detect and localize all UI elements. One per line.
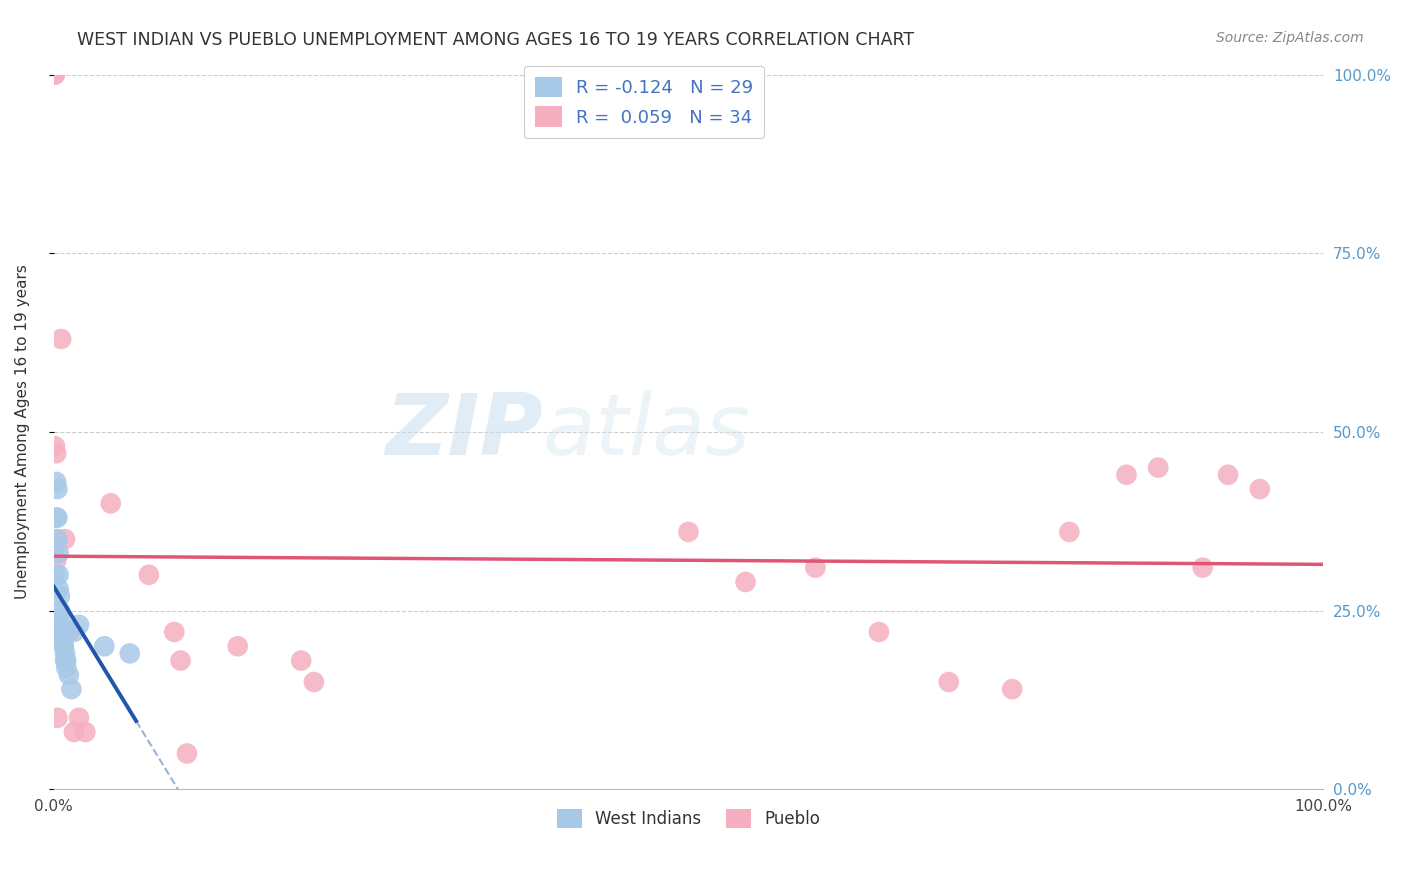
Point xyxy=(52,640,75,654)
Point xyxy=(290,654,312,668)
Point xyxy=(53,532,76,546)
Point xyxy=(1147,460,1170,475)
Point xyxy=(75,725,97,739)
Point xyxy=(53,654,76,668)
Point xyxy=(52,640,75,654)
Point xyxy=(118,647,141,661)
Point xyxy=(48,582,70,596)
Point xyxy=(60,682,83,697)
Point xyxy=(46,711,69,725)
Point xyxy=(44,439,66,453)
Point xyxy=(63,725,86,739)
Point xyxy=(46,532,69,546)
Point xyxy=(734,574,756,589)
Point xyxy=(48,567,70,582)
Point xyxy=(67,617,90,632)
Point xyxy=(1249,482,1271,496)
Point xyxy=(44,68,66,82)
Point xyxy=(51,617,73,632)
Point xyxy=(51,625,73,640)
Point xyxy=(302,675,325,690)
Point xyxy=(63,625,86,640)
Text: WEST INDIAN VS PUEBLO UNEMPLOYMENT AMONG AGES 16 TO 19 YEARS CORRELATION CHART: WEST INDIAN VS PUEBLO UNEMPLOYMENT AMONG… xyxy=(77,31,914,49)
Point xyxy=(46,510,69,524)
Point xyxy=(938,675,960,690)
Point xyxy=(49,589,72,603)
Point xyxy=(58,625,80,640)
Point xyxy=(44,567,66,582)
Point xyxy=(1115,467,1137,482)
Point xyxy=(48,546,70,560)
Legend: West Indians, Pueblo: West Indians, Pueblo xyxy=(550,802,827,835)
Text: ZIP: ZIP xyxy=(385,391,543,474)
Point xyxy=(45,532,67,546)
Point xyxy=(93,640,115,654)
Point xyxy=(55,661,77,675)
Point xyxy=(44,68,66,82)
Point xyxy=(1001,682,1024,697)
Point xyxy=(51,632,73,647)
Point xyxy=(55,654,77,668)
Point xyxy=(100,496,122,510)
Point xyxy=(45,553,67,567)
Point xyxy=(1191,560,1213,574)
Point xyxy=(45,446,67,460)
Point xyxy=(804,560,827,574)
Point xyxy=(176,747,198,761)
Point xyxy=(44,539,66,553)
Point xyxy=(67,711,90,725)
Point xyxy=(51,625,73,640)
Point xyxy=(51,332,73,346)
Point xyxy=(46,625,69,640)
Point xyxy=(169,654,191,668)
Point xyxy=(45,475,67,489)
Point xyxy=(678,524,700,539)
Point xyxy=(45,510,67,524)
Y-axis label: Unemployment Among Ages 16 to 19 years: Unemployment Among Ages 16 to 19 years xyxy=(15,264,30,599)
Text: atlas: atlas xyxy=(543,391,751,474)
Point xyxy=(58,668,80,682)
Point xyxy=(226,640,249,654)
Point xyxy=(1216,467,1239,482)
Point xyxy=(163,625,186,640)
Point xyxy=(49,610,72,624)
Point xyxy=(868,625,890,640)
Point xyxy=(1059,524,1081,539)
Point xyxy=(49,603,72,617)
Text: Source: ZipAtlas.com: Source: ZipAtlas.com xyxy=(1216,31,1364,45)
Point xyxy=(53,647,76,661)
Point xyxy=(138,567,160,582)
Point xyxy=(46,482,69,496)
